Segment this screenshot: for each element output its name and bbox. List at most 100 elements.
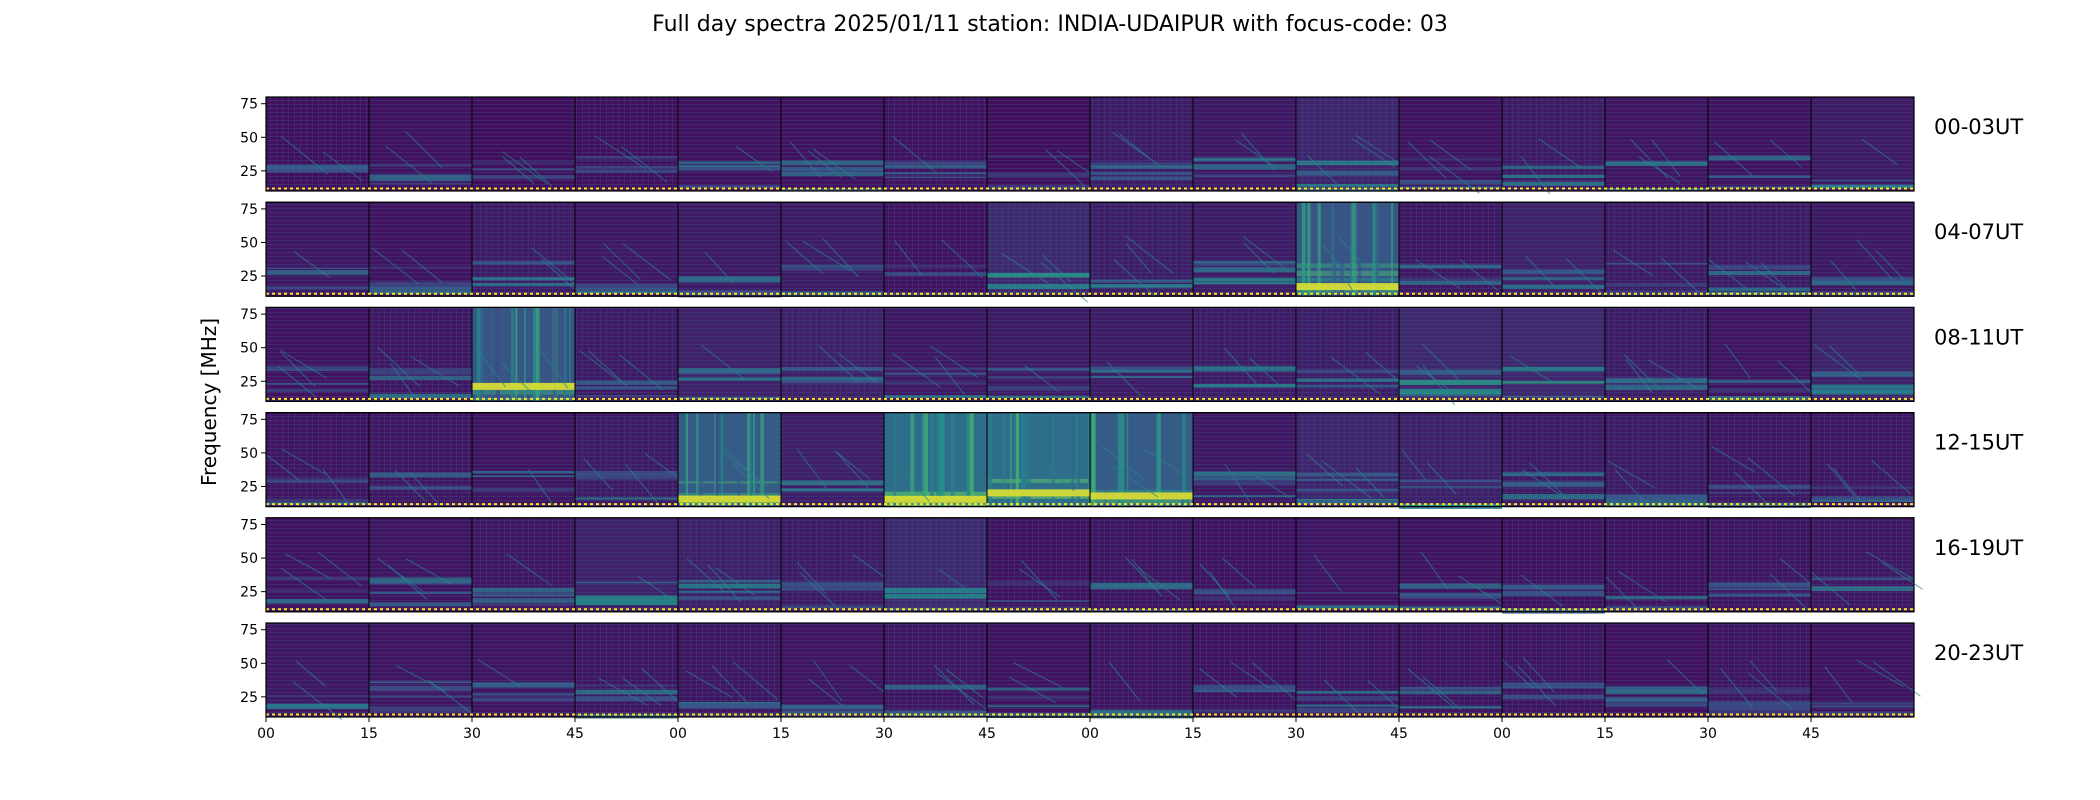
spectra-panel xyxy=(574,412,695,508)
y-tick-label: 50 xyxy=(240,551,258,567)
spectra-panel xyxy=(471,306,576,402)
spectra-panel xyxy=(368,201,473,297)
spectra-panel xyxy=(1501,306,1606,402)
spectra-panel xyxy=(1604,96,1709,192)
y-tick-label: 75 xyxy=(240,307,258,323)
spectra-panel xyxy=(1295,96,1401,192)
spectra-panel xyxy=(780,517,895,613)
spectra-panel xyxy=(677,96,782,192)
spectra-panel xyxy=(1192,517,1297,613)
x-tick-label: 15 xyxy=(772,726,790,742)
y-tick-label: 50 xyxy=(240,235,258,251)
spectra-panel xyxy=(265,517,370,613)
spectra-panel xyxy=(368,306,473,402)
spectra-panel xyxy=(574,201,679,297)
spectra-panel xyxy=(677,412,782,508)
spectra-panel xyxy=(986,96,1101,192)
y-tick-label: 75 xyxy=(240,623,258,639)
spectra-panel xyxy=(986,517,1091,613)
x-tick-label: 00 xyxy=(669,726,687,742)
spectra-panel xyxy=(1707,412,1812,509)
spectra-panel xyxy=(574,96,679,192)
spectra-row: 75 50 25 12-15UT xyxy=(240,412,2023,510)
spectra-row: 75 50 25 04-07UT xyxy=(240,201,2023,303)
spectra-panel xyxy=(677,306,782,402)
spectra-panel xyxy=(574,306,679,402)
spectra-panel xyxy=(1501,96,1606,195)
row-label: 08-11UT xyxy=(1934,325,2023,349)
spectra-panel xyxy=(1604,201,1709,297)
spectra-panel xyxy=(265,201,370,297)
spectra-panel xyxy=(1089,96,1194,192)
spectra-panel xyxy=(1295,622,1406,718)
spectra-panel xyxy=(780,306,885,402)
x-tick-label: 00 xyxy=(1081,726,1099,742)
y-tick-label: 75 xyxy=(240,202,258,218)
y-tick-label: 50 xyxy=(240,446,258,462)
spectra-row: 75 50 25 20-23UT xyxy=(240,622,2023,720)
spectra-panel xyxy=(471,96,576,192)
spectra-panel xyxy=(677,201,782,298)
spectra-panel xyxy=(1810,306,1915,402)
x-tick-label: 30 xyxy=(875,726,893,742)
spectra-panel xyxy=(780,412,885,508)
spectra-panel xyxy=(1501,517,1606,614)
spectra-panel xyxy=(883,517,988,613)
spectra-panel xyxy=(780,201,885,297)
spectra-panel xyxy=(1192,201,1297,297)
spectra-panel xyxy=(265,622,370,720)
x-tick-label: 00 xyxy=(1493,726,1511,742)
spectra-panel xyxy=(574,622,679,719)
spectra-panel xyxy=(1604,517,1709,613)
spectra-panel xyxy=(1089,412,1194,508)
x-tick-label: 30 xyxy=(1287,726,1305,742)
spectra-panel xyxy=(1398,306,1503,405)
spectra-row: 75 50 25 16-19UT xyxy=(240,517,2023,614)
y-tick-label: 50 xyxy=(240,656,258,672)
y-tick-label: 50 xyxy=(240,130,258,146)
spectra-panel xyxy=(1295,201,1400,297)
spectra-panel xyxy=(368,517,473,613)
y-axis-label: Frequency [MHz] xyxy=(197,318,221,486)
spectra-panel xyxy=(471,412,576,508)
spectra-panel xyxy=(1810,517,1923,613)
spectra-panel xyxy=(1810,201,1915,297)
y-tick-label: 25 xyxy=(240,690,258,706)
y-tick-label: 25 xyxy=(240,479,258,495)
spectra-panel xyxy=(1398,517,1506,613)
spectra-panel xyxy=(883,96,988,192)
spectra-panel xyxy=(1295,517,1400,613)
spectra-row: 75 50 25 00-03UT xyxy=(240,96,2023,195)
spectra-panel xyxy=(986,201,1091,303)
spectra-panel xyxy=(1295,306,1400,402)
spectra-panel xyxy=(265,306,370,402)
spectra-panel xyxy=(677,517,782,613)
spectra-panel xyxy=(1398,622,1503,718)
spectra-panel xyxy=(471,201,582,297)
spectra-panel xyxy=(780,96,885,192)
y-tick-label: 25 xyxy=(240,585,258,601)
y-tick-label: 50 xyxy=(240,341,258,357)
y-tick-label: 25 xyxy=(240,374,258,390)
spectra-panel xyxy=(1707,622,1812,718)
row-label: 12-15UT xyxy=(1934,431,2023,455)
spectra-panel xyxy=(1398,96,1503,194)
spectra-panel xyxy=(1707,306,1814,402)
spectra-panel xyxy=(1398,412,1503,510)
row-label: 20-23UT xyxy=(1934,641,2023,665)
spectra-panel xyxy=(1398,201,1503,297)
spectra-panel xyxy=(1810,96,1915,192)
y-tick-label: 75 xyxy=(240,97,258,113)
spectra-panel xyxy=(1501,201,1607,298)
chart-title: Full day spectra 2025/01/11 station: IND… xyxy=(652,12,1448,37)
x-tick-label: 45 xyxy=(1802,726,1820,742)
x-tick-label: 15 xyxy=(1596,726,1614,742)
spectra-panel xyxy=(1707,96,1812,192)
x-tick-label: 30 xyxy=(1699,726,1717,742)
y-tick-label: 75 xyxy=(240,412,258,428)
spectra-panel xyxy=(780,622,891,718)
x-tick-label: 45 xyxy=(566,726,584,742)
spectra-panel xyxy=(1501,412,1606,508)
spectra-panel xyxy=(883,622,988,718)
